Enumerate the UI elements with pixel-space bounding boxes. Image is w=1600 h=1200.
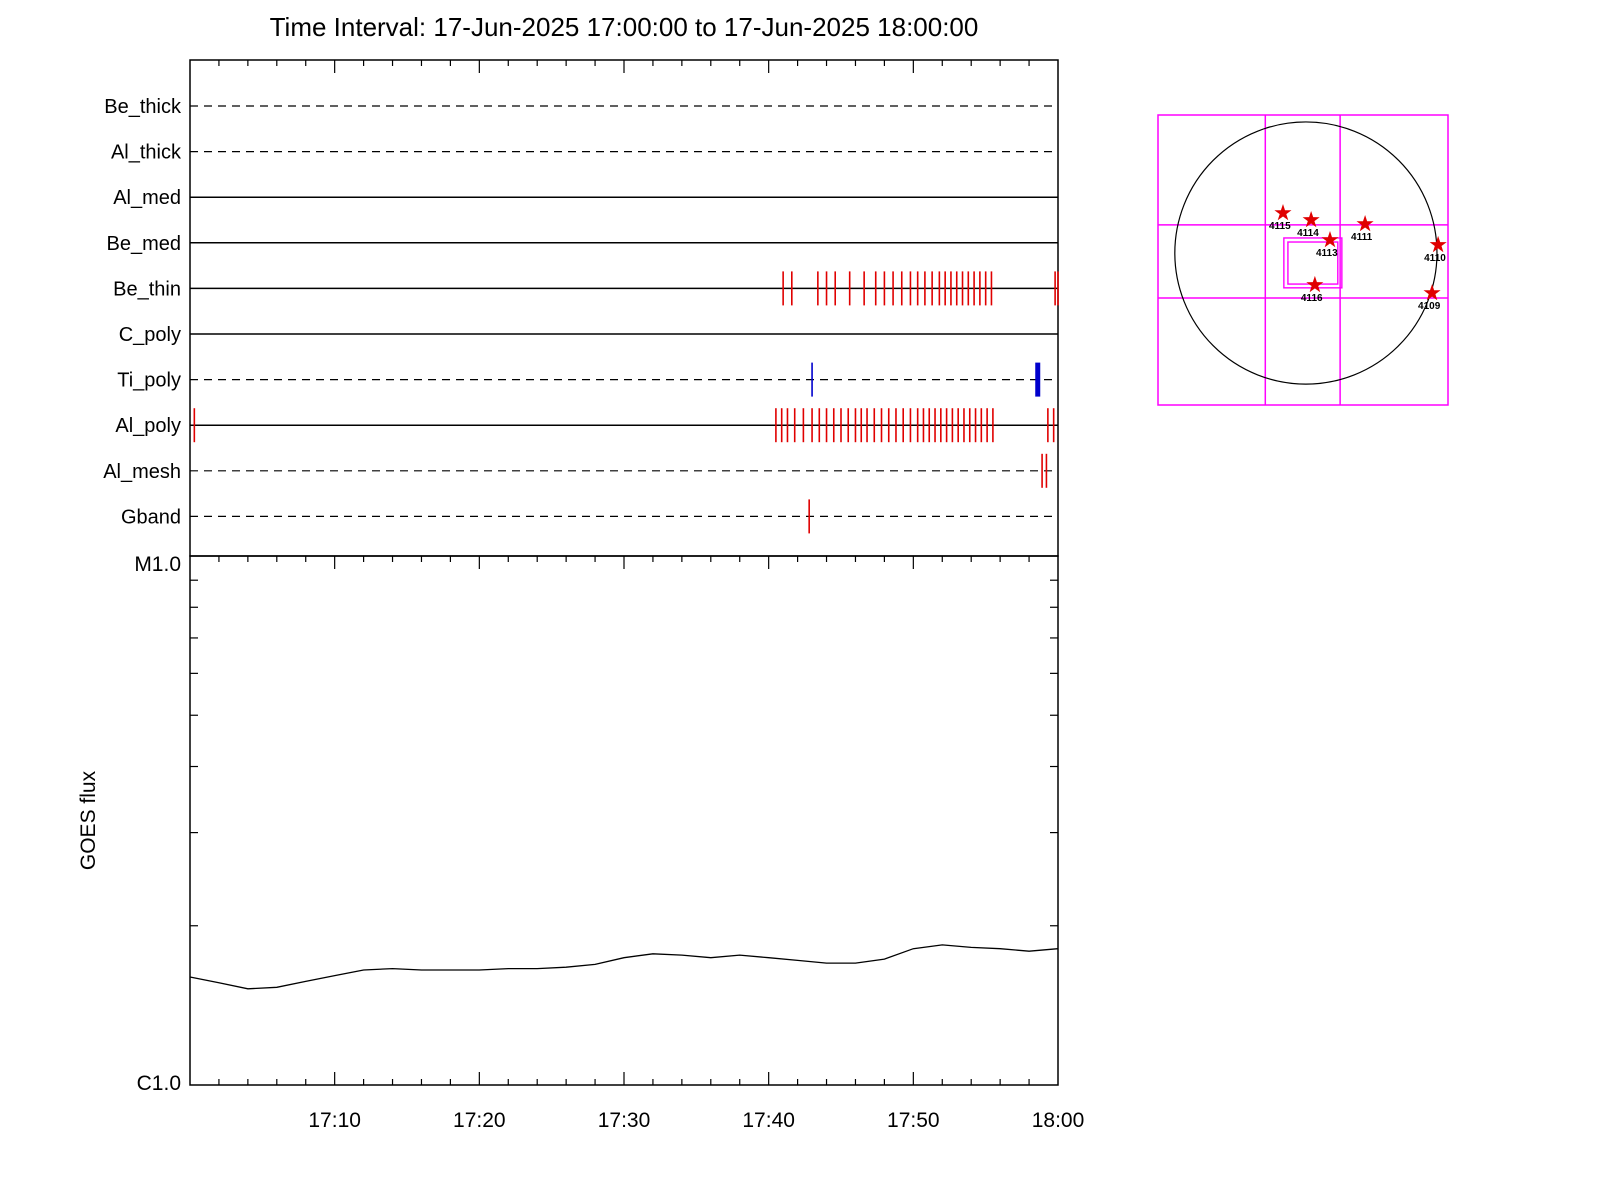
x-axis-tick-label: 17:10 xyxy=(308,1109,361,1132)
active-region-4114: 4114 xyxy=(1297,211,1320,239)
filter-label: Be_thin xyxy=(113,278,181,300)
filter-row-al_poly: Al_poly xyxy=(115,408,1058,443)
active-region-label: 4109 xyxy=(1418,301,1441,312)
active-region-4115: 4115 xyxy=(1269,204,1292,232)
filter-label: Ti_poly xyxy=(117,370,181,392)
x-axis-tick-label: 18:00 xyxy=(1032,1109,1085,1132)
filter-label: Al_thick xyxy=(111,142,182,164)
active-region-4113: 4113 xyxy=(1316,231,1339,259)
filter-row-c_poly: C_poly xyxy=(119,324,1058,346)
filter-label: C_poly xyxy=(119,324,181,346)
active-region-4111: 4111 xyxy=(1351,215,1374,243)
filter-label: Al_mesh xyxy=(103,461,181,483)
filter-label: Al_poly xyxy=(115,415,181,437)
active-region-4109: 4109 xyxy=(1418,284,1441,312)
filter-row-be_med: Be_med xyxy=(107,233,1058,255)
active-region-label: 4111 xyxy=(1351,232,1373,243)
solar-pointing-map: 4115 4114 4113 4111 4110 4116 4109 xyxy=(1157,114,1449,406)
filter-row-gband: Gband xyxy=(121,499,1058,534)
filter-row-be_thick: Be_thick xyxy=(104,96,1058,118)
active-region-label: 4113 xyxy=(1316,248,1338,259)
active-region-4116: 4116 xyxy=(1301,275,1324,304)
active-region-star xyxy=(1423,284,1441,301)
filter-label: Gband xyxy=(121,506,181,528)
filter-row-ti_poly: Ti_poly xyxy=(117,362,1058,397)
map-outer-grid xyxy=(1157,114,1449,406)
filter-label: Al_med xyxy=(113,187,181,209)
filter-timeline-panel: Be_thick Al_thick Al_med Be_med Be_thin C_pol… xyxy=(103,59,1059,557)
plot-title: Time Interval: 17-Jun-2025 17:00:00 to 1… xyxy=(269,12,979,42)
x-axis-tick-label: 17:30 xyxy=(598,1109,651,1132)
active-region-label: 4116 xyxy=(1301,293,1323,304)
y-axis-top-label: M1.0 xyxy=(134,553,181,576)
active-region-star xyxy=(1356,215,1374,232)
filter-row-be_thin: Be_thin xyxy=(113,271,1059,306)
y-axis-title: GOES flux xyxy=(77,770,100,870)
active-region-4110: 4110 xyxy=(1424,235,1447,264)
filter-label: Be_med xyxy=(107,233,182,255)
x-axis-tick-label: 17:40 xyxy=(742,1109,795,1132)
x-axis-tick-label: 17:50 xyxy=(887,1109,940,1132)
filter-row-al_mesh: Al_mesh xyxy=(103,453,1058,488)
active-region-star xyxy=(1302,211,1320,228)
timeline-frame xyxy=(189,59,1059,557)
y-axis-bottom-label: C1.0 xyxy=(137,1072,181,1095)
active-region-star xyxy=(1306,275,1324,293)
active-region-label: 4115 xyxy=(1269,221,1291,232)
active-region-star xyxy=(1321,231,1339,248)
active-region-label: 4114 xyxy=(1297,228,1319,239)
goes-flux-curve xyxy=(189,944,1059,990)
filter-row-al_med: Al_med xyxy=(113,187,1058,209)
filter-row-al_thick: Al_thick xyxy=(111,142,1058,164)
active-region-star xyxy=(1429,235,1447,253)
solar-limb-circle xyxy=(1174,121,1438,385)
active-region-star xyxy=(1274,204,1292,221)
goes-flux-panel: M1.0 C1.0 17:10 17:20 17:30 17:40 17:50 18:00 GO… xyxy=(77,553,1084,1132)
goes-frame xyxy=(189,555,1059,1086)
filter-label: Be_thick xyxy=(104,96,182,118)
active-region-label: 4110 xyxy=(1424,253,1446,264)
x-axis-tick-label: 17:20 xyxy=(453,1109,506,1132)
